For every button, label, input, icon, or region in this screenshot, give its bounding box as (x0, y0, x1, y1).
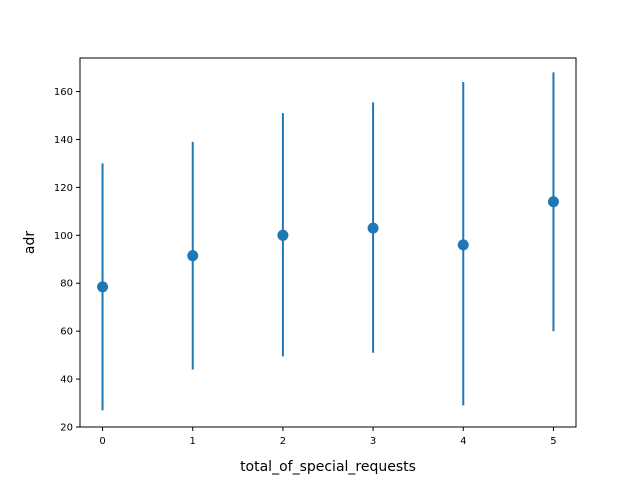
x-axis: 0 1 2 3 4 5 (99, 427, 557, 447)
data-point (97, 281, 109, 293)
y-tick-label: 80 (60, 279, 73, 290)
y-tick-label: 40 (60, 375, 73, 386)
y-tick-label: 160 (54, 87, 73, 98)
x-tick-label: 0 (99, 436, 105, 447)
x-tick-label: 5 (550, 436, 556, 447)
x-tick-label: 2 (280, 436, 286, 447)
x-tick-label: 4 (460, 436, 466, 447)
x-tick-label: 1 (190, 436, 196, 447)
data-point (367, 222, 379, 234)
data-point (457, 239, 469, 251)
x-tick-label: 3 (370, 436, 376, 447)
y-tick-label: 120 (54, 183, 73, 194)
plot-frame (79, 57, 577, 428)
y-axis-label: adr (22, 231, 38, 254)
y-tick-label: 60 (60, 327, 73, 338)
y-tick-label: 100 (54, 231, 73, 242)
data-point (547, 196, 559, 208)
data-point (187, 250, 199, 262)
y-axis: 20 40 60 80 100 120 140 160 (54, 87, 80, 434)
chart-marks (97, 72, 559, 411)
y-tick-label: 20 (60, 423, 73, 434)
y-tick-label: 140 (54, 135, 73, 146)
x-axis-label: total_of_special_requests (240, 459, 416, 475)
data-point (277, 229, 289, 241)
